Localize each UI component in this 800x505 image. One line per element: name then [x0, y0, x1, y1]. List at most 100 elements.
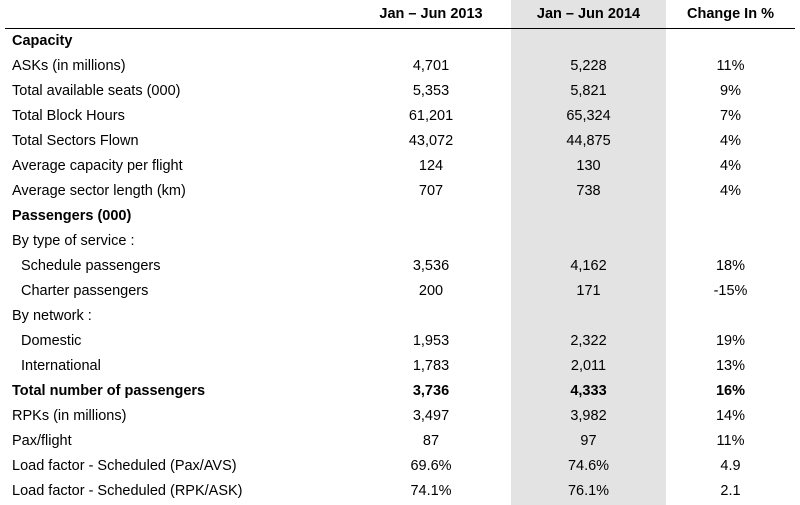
row-label: Domestic — [21, 333, 82, 349]
header-cell-2014: Jan – Jun 2014 — [536, 6, 641, 22]
row-label: International — [21, 358, 101, 374]
table-row: Load factor - Scheduled (Pax/AVS) 69.6% 74… — [5, 454, 795, 479]
row-label: Charter passengers — [21, 283, 149, 299]
table-row: International 1,783 2,011 13% — [5, 354, 795, 379]
cell-change: 14% — [715, 408, 746, 424]
cell-2014: 171 — [576, 283, 601, 299]
cell-2013: 1,783 — [412, 358, 450, 374]
row-label: Average sector length (km) — [12, 183, 186, 199]
cell-2013: 43,072 — [408, 133, 454, 149]
cell-2013: 3,497 — [412, 408, 450, 424]
cell-2013 — [351, 29, 511, 54]
cell-2014: 76.1% — [567, 483, 610, 499]
cell-2013 — [351, 229, 511, 254]
table-row: Charter passengers 200 171 -15% — [5, 279, 795, 304]
cell-2013: 200 — [418, 283, 444, 299]
cell-2013: 3,536 — [412, 258, 450, 274]
table-row: Passengers (000) — [5, 204, 795, 229]
cell-change — [666, 229, 795, 254]
cell-2013: 87 — [422, 433, 440, 449]
cell-2013: 4,701 — [412, 58, 450, 74]
table-row: Load factor - Scheduled (RPK/ASK) 74.1% 76… — [5, 479, 795, 504]
cell-change — [666, 204, 795, 229]
header-row: Jan – Jun 2013 Jan – Jun 2014 Change In … — [5, 0, 795, 29]
header-cell-label — [5, 0, 351, 29]
cell-2014: 44,875 — [566, 133, 611, 149]
row-label: Total Block Hours — [12, 108, 125, 124]
table-row: Pax/flight 87 97 11% — [5, 429, 795, 454]
row-label: Schedule passengers — [21, 258, 161, 274]
cell-change: 19% — [715, 333, 746, 349]
table-row: By type of service : — [5, 229, 795, 254]
cell-change — [666, 304, 795, 329]
cell-2014 — [511, 304, 666, 329]
row-label: Average capacity per flight — [12, 158, 183, 174]
header-cell-2013: Jan – Jun 2013 — [379, 6, 483, 22]
table-row: Total number of passengers 3,736 4,333 16% — [5, 379, 795, 404]
cell-change: 4% — [720, 158, 741, 174]
cell-change: 11% — [716, 433, 745, 449]
cell-2013: 1,953 — [412, 333, 450, 349]
cell-2014: 130 — [576, 158, 601, 174]
table-row: Total Sectors Flown 43,072 44,875 4% — [5, 129, 795, 154]
table-row: Average capacity per flight 124 130 4% — [5, 154, 795, 179]
cell-2013: 74.1% — [410, 483, 452, 499]
row-label: Passengers (000) — [12, 208, 132, 224]
cell-change: 7% — [720, 108, 741, 124]
cell-2013 — [351, 304, 511, 329]
cell-2014: 74.6% — [567, 458, 610, 474]
cell-2014: 5,228 — [570, 58, 607, 74]
cell-2014: 5,821 — [570, 83, 607, 99]
cell-2014: 4,333 — [570, 383, 607, 399]
cell-2014: 3,982 — [570, 408, 607, 424]
table-row: Capacity — [5, 29, 795, 54]
cell-2014: 738 — [576, 183, 601, 199]
cell-2013: 124 — [418, 158, 444, 174]
table-row: RPKs (in millions) 3,497 3,982 14% — [5, 404, 795, 429]
row-label: Pax/flight — [12, 433, 72, 449]
cell-2014: 2,322 — [570, 333, 607, 349]
cell-2014: 4,162 — [570, 258, 607, 274]
cell-2013 — [351, 204, 511, 229]
row-label: By type of service : — [12, 233, 135, 249]
cell-2014 — [511, 204, 666, 229]
row-label: Total available seats (000) — [12, 83, 181, 99]
shaded-column-2014 — [511, 0, 666, 505]
cell-change: 9% — [720, 83, 741, 99]
row-label: Total number of passengers — [12, 383, 206, 399]
row-label: Load factor - Scheduled (Pax/AVS) — [12, 458, 237, 474]
table-row: Total available seats (000) 5,353 5,821 9% — [5, 79, 795, 104]
row-label: ASKs (in millions) — [12, 58, 126, 74]
cell-2014: 97 — [580, 433, 597, 449]
table-row: Average sector length (km) 707 738 4% — [5, 179, 795, 204]
cell-2014 — [511, 29, 666, 54]
cell-change: 11% — [716, 58, 745, 74]
cell-change: 13% — [715, 358, 746, 374]
table-row: ASKs (in millions) 4,701 5,228 11% — [5, 54, 795, 79]
cell-2013: 69.6% — [410, 458, 452, 474]
cell-change: 4.9 — [720, 458, 741, 474]
row-label: By network : — [12, 308, 92, 324]
header-cell-change: Change In % — [686, 6, 774, 22]
cell-2013: 61,201 — [408, 108, 454, 124]
header-rule — [5, 28, 795, 29]
cell-2014: 2,011 — [570, 358, 607, 374]
cell-2013: 5,353 — [412, 83, 450, 99]
table-body: Capacity ASKs (in millions) 4,701 5,228 11% T… — [5, 29, 795, 504]
cell-2013: 707 — [418, 183, 444, 199]
row-label: Load factor - Scheduled (RPK/ASK) — [12, 483, 243, 499]
table-row: Total Block Hours 61,201 65,324 7% — [5, 104, 795, 129]
row-label: Total Sectors Flown — [12, 133, 139, 149]
row-label: Capacity — [12, 33, 73, 49]
cell-2013: 3,736 — [412, 383, 450, 399]
table-row: Domestic 1,953 2,322 19% — [5, 329, 795, 354]
cell-2014 — [511, 229, 666, 254]
row-label: RPKs (in millions) — [12, 408, 127, 424]
cell-change: 4% — [720, 183, 741, 199]
cell-change — [666, 29, 795, 54]
table-row: By network : — [5, 304, 795, 329]
cell-change: 16% — [715, 383, 746, 399]
statistics-table: Jan – Jun 2013 Jan – Jun 2014 Change In … — [5, 0, 795, 504]
cell-change: 4% — [720, 133, 741, 149]
table-row: Schedule passengers 3,536 4,162 18% — [5, 254, 795, 279]
